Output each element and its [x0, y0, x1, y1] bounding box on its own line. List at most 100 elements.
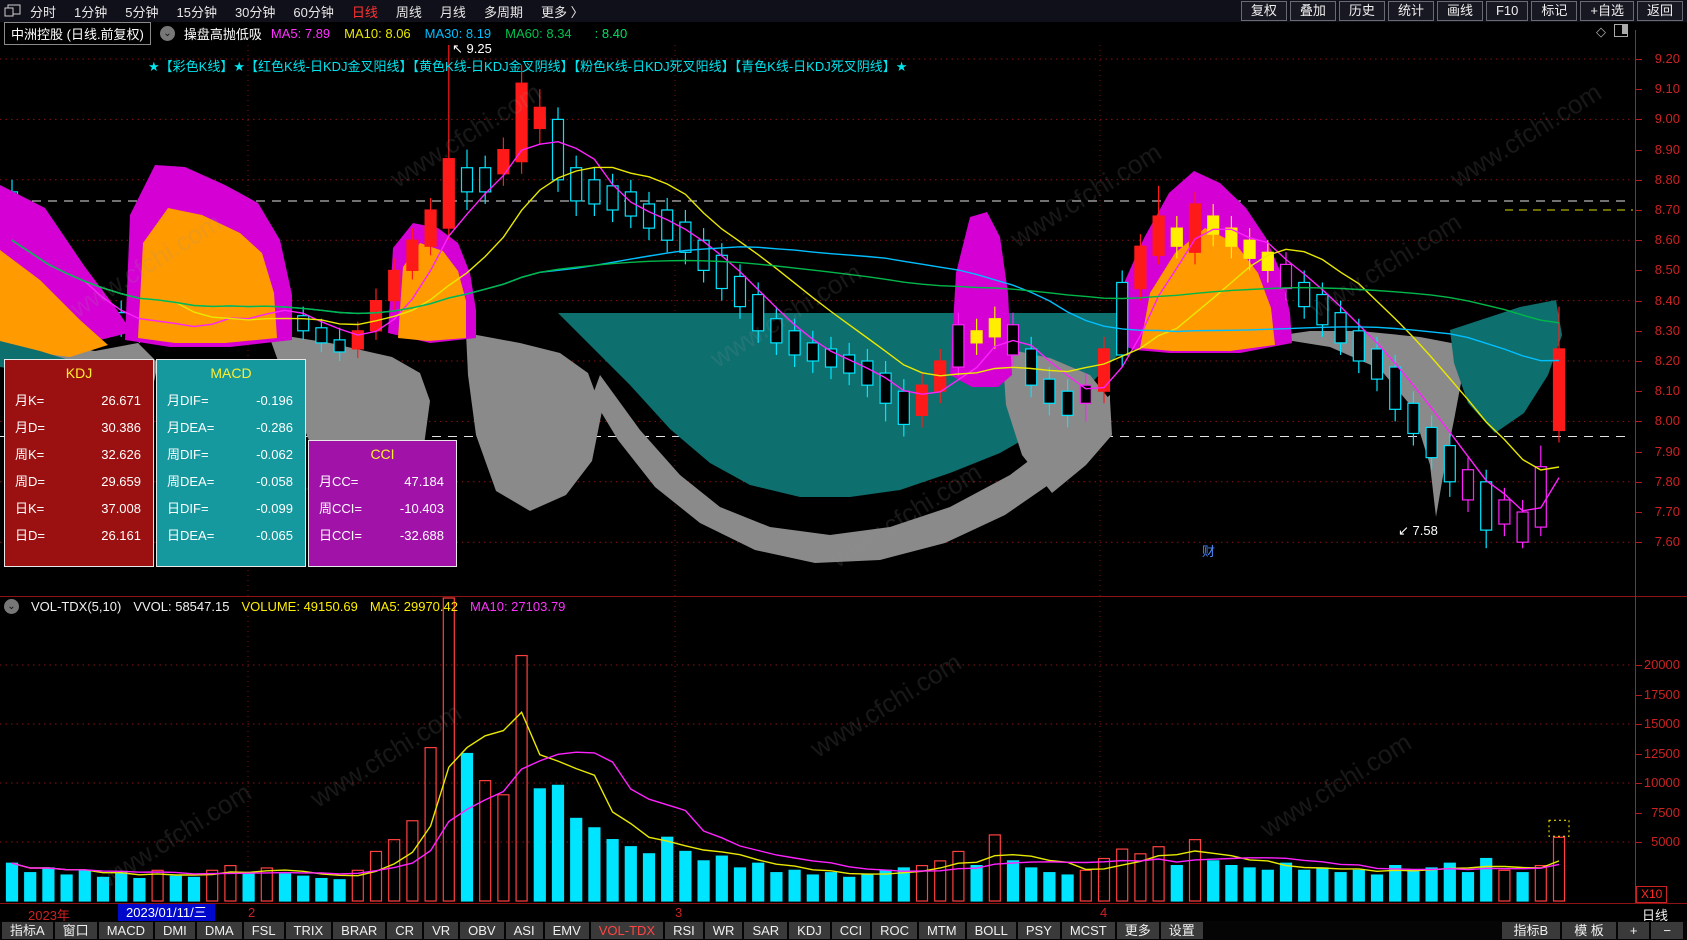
- tab-right-指标B[interactable]: 指标B: [1501, 922, 1561, 939]
- toolbar-button-统计[interactable]: 统计: [1387, 1, 1434, 21]
- month-gridlines: [247, 596, 1101, 903]
- price-axis-label: 8.20: [1654, 353, 1680, 368]
- price-tick: [1635, 512, 1642, 513]
- period-tab-1分钟[interactable]: 1分钟: [74, 4, 108, 20]
- period-tab-日线[interactable]: 日线: [351, 4, 378, 20]
- period-tab-分时[interactable]: 分时: [30, 4, 57, 20]
- indicator-tab-更多[interactable]: 更多: [1116, 922, 1159, 939]
- indicator-tab-DMI[interactable]: DMI: [154, 922, 195, 939]
- indicator-tab-MTM[interactable]: MTM: [919, 922, 965, 939]
- kdj-row: 日D= 26.161: [5, 522, 153, 549]
- indicator-tab-设置[interactable]: 设置: [1160, 922, 1203, 939]
- toolbar-right-buttons: 复权 叠加 历史 统计 画线 F10 标记 +自选 返回: [1240, 1, 1683, 21]
- period-tab-多周期[interactable]: 多周期: [483, 4, 523, 20]
- volume-tick: [1635, 842, 1642, 843]
- candles-layer: [297, 45, 1566, 549]
- indicator-tab-CR[interactable]: CR: [387, 922, 423, 939]
- window-icon[interactable]: [4, 4, 22, 18]
- kdj-panel[interactable]: KDJ 月K= 26.671 月D= 30.386 周K= 32.626 周D= 29.659 日…: [4, 359, 154, 567]
- toolbar-button-标记[interactable]: 标记: [1531, 1, 1578, 21]
- indicator-tab-DMA[interactable]: DMA: [196, 922, 242, 939]
- info-bar-icons: ◇: [1596, 24, 1628, 40]
- period-tab-15分钟[interactable]: 15分钟: [176, 4, 217, 20]
- period-tab-周线[interactable]: 周线: [395, 4, 422, 20]
- period-tab-更多 〉[interactable]: 更多 〉: [540, 4, 584, 20]
- bottom-separator-line: [0, 903, 1687, 904]
- toolbar-button-F10[interactable]: F10: [1485, 1, 1529, 21]
- kdj-label: 周K=: [15, 447, 45, 462]
- indicator-tab-OBV[interactable]: OBV: [460, 922, 504, 939]
- ma-line: [11, 140, 1560, 512]
- toolbar-button-返回[interactable]: 返回: [1636, 1, 1683, 21]
- indicator-tab-窗口[interactable]: 窗口: [54, 922, 97, 939]
- volume-chart[interactable]: [0, 596, 1687, 903]
- indicator-tab-PSY[interactable]: PSY: [1017, 922, 1060, 939]
- split-panel-icon[interactable]: [1614, 24, 1628, 37]
- date-axis-row: [0, 904, 1687, 921]
- volume-axis-label: 10000: [1643, 775, 1680, 790]
- indicator-tab-BOLL[interactable]: BOLL: [966, 922, 1016, 939]
- indicator-tab-指标A[interactable]: 指标A: [2, 922, 53, 939]
- period-tab-60分钟[interactable]: 60分钟: [293, 4, 334, 20]
- indicator-tab-RSI[interactable]: RSI: [665, 922, 703, 939]
- indicator-tab-FSL[interactable]: FSL: [243, 922, 284, 939]
- period-tab-月线[interactable]: 月线: [439, 4, 466, 20]
- price-tick: [1635, 300, 1642, 302]
- tab-right-+[interactable]: +: [1617, 922, 1650, 939]
- period-tab-30分钟[interactable]: 30分钟: [234, 4, 276, 20]
- toolbar-button-叠加[interactable]: 叠加: [1289, 1, 1336, 21]
- indicator-tab-CCI[interactable]: CCI: [831, 922, 871, 939]
- volume-header-item: MA5: 29970.42: [369, 599, 458, 614]
- macd-value: -0.196: [256, 393, 293, 408]
- macd-label: 周DEA=: [167, 474, 215, 489]
- diamond-icon[interactable]: ◇: [1596, 24, 1606, 39]
- price-tick: [1635, 179, 1642, 181]
- indicator-tab-BRAR[interactable]: BRAR: [333, 922, 386, 939]
- indicator-tab-WR[interactable]: WR: [704, 922, 743, 939]
- cci-row: 月CC= 47.184: [309, 468, 456, 495]
- indicator-tab-SAR[interactable]: SAR: [744, 922, 788, 939]
- macd-panel[interactable]: MACD 月DIF= -0.196 月DEA= -0.286 周DIF= -0.062 周DE…: [156, 359, 306, 567]
- price-tick: [1635, 210, 1642, 211]
- volume-tick: [1635, 812, 1642, 814]
- indicator-tab-KDJ[interactable]: KDJ: [789, 922, 830, 939]
- price-tick: [1635, 89, 1642, 91]
- indicator-tab-MACD[interactable]: MACD: [98, 922, 153, 939]
- kdj-row: 周D= 29.659: [5, 468, 153, 495]
- volume-bars-layer: [5, 597, 1566, 902]
- volume-tick: [1635, 783, 1642, 784]
- tab-right-模 板[interactable]: 模 板: [1562, 922, 1616, 939]
- indicator-tab-ROC[interactable]: ROC: [872, 922, 918, 939]
- volume-tick: [1635, 753, 1642, 755]
- price-axis-label: 8.50: [1654, 262, 1680, 278]
- indicator-tab-MCST[interactable]: MCST: [1061, 922, 1115, 939]
- tab-right-−[interactable]: −: [1651, 922, 1683, 939]
- price-tick: [1635, 421, 1642, 423]
- cci-panel[interactable]: CCI 月CC= 47.184 周CCI= -10.403 日CCI= -32.688: [308, 440, 457, 567]
- toolbar-button-画线[interactable]: 画线: [1436, 1, 1483, 21]
- indicator-tab-ASI[interactable]: ASI: [505, 922, 543, 939]
- price-tick: [1635, 149, 1642, 151]
- indicator-tab-TRIX[interactable]: TRIX: [285, 922, 332, 939]
- chevron-down-circle-icon[interactable]: ⌄: [4, 599, 19, 614]
- indicator-tab-VR[interactable]: VR: [424, 922, 459, 939]
- stock-title[interactable]: 中洲控股 (日线.前复权): [4, 22, 151, 45]
- ma-label: MA5: 7.89: [270, 26, 331, 41]
- toolbar-button-历史[interactable]: 历史: [1338, 1, 1385, 21]
- year-label: 2023年: [28, 908, 70, 923]
- toolbar-button-+自选[interactable]: +自选: [1580, 1, 1634, 21]
- cci-value: -32.688: [399, 528, 444, 543]
- period-tab-5分钟[interactable]: 5分钟: [125, 4, 159, 20]
- kdj-value: 26.161: [101, 528, 141, 543]
- indicator-tab-EMV[interactable]: EMV: [544, 922, 589, 939]
- price-tick: [1635, 240, 1642, 242]
- macd-row: 日DIF= -0.099: [157, 495, 305, 522]
- price-axis-label: 7.60: [1654, 534, 1680, 550]
- period-label: 日线: [1642, 908, 1669, 923]
- chevron-down-circle-icon[interactable]: ⌄: [159, 26, 175, 41]
- info-bar: 中洲控股 (日线.前复权) ⌄ 操盘高抛低吸 MA5: 7.89 MA10: 8.…: [0, 22, 1687, 45]
- cci-title: CCI: [370, 446, 395, 462]
- indicator-tab-VOL-TDX[interactable]: VOL-TDX: [590, 922, 664, 939]
- toolbar-button-复权[interactable]: 复权: [1240, 1, 1287, 21]
- macd-label: 周DIF=: [167, 447, 209, 462]
